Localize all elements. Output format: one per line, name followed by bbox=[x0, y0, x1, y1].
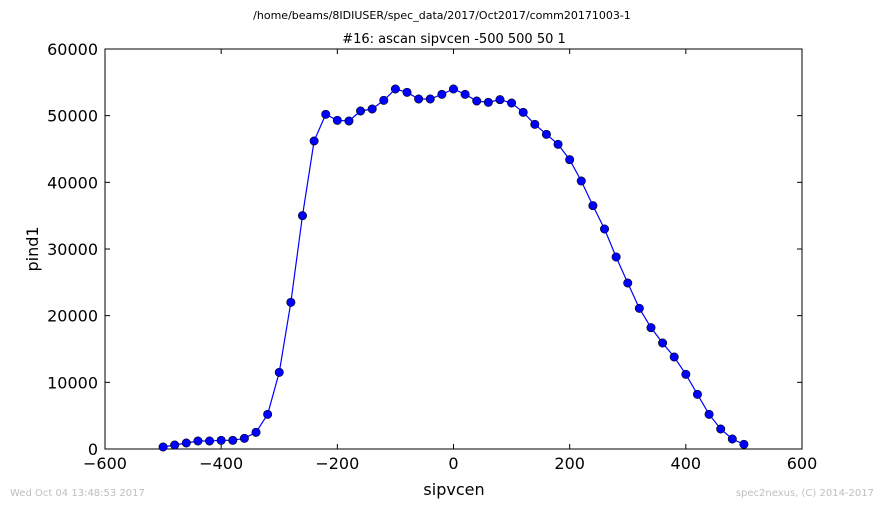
data-point bbox=[216, 435, 226, 445]
data-point bbox=[239, 433, 249, 443]
data-point bbox=[228, 435, 238, 445]
data-point bbox=[692, 389, 702, 399]
data-point bbox=[286, 297, 296, 307]
chart-title: #16: ascan sipvcen -500 500 50 1 bbox=[342, 32, 566, 47]
data-point bbox=[181, 438, 191, 448]
y-tick-label: 20000 bbox=[47, 307, 98, 326]
data-point bbox=[251, 427, 261, 437]
data-point bbox=[739, 439, 749, 449]
data-point bbox=[437, 89, 447, 99]
chart-suptitle: /home/beams/8IDIUSER/spec_data/2017/Oct2… bbox=[253, 9, 631, 22]
series-pind1 bbox=[158, 84, 749, 452]
data-point bbox=[297, 211, 307, 221]
x-axis-ticks: −600 −400 −200 0 200 400 600 bbox=[83, 49, 817, 473]
data-point bbox=[600, 224, 610, 234]
data-point bbox=[553, 139, 563, 149]
data-point bbox=[530, 119, 540, 129]
data-point bbox=[170, 440, 180, 450]
data-point bbox=[541, 129, 551, 139]
axes-frame bbox=[104, 48, 803, 450]
y-axis-ticks: 0 10000 20000 30000 40000 50000 60000 bbox=[47, 40, 802, 459]
data-point bbox=[263, 409, 273, 419]
x-tick-label: −600 bbox=[83, 454, 127, 473]
data-point bbox=[390, 84, 400, 94]
data-point bbox=[518, 107, 528, 117]
y-axis-label: pind1 bbox=[23, 226, 42, 271]
x-tick-label: 600 bbox=[787, 454, 818, 473]
data-point bbox=[681, 369, 691, 379]
footer-credit: spec2nexus, (C) 2014-2017 bbox=[735, 488, 874, 499]
data-point bbox=[356, 106, 366, 116]
plot-area: −600 −400 −200 0 200 400 600 0 10000 20000 30000 4… bbox=[47, 40, 817, 473]
data-point bbox=[344, 116, 354, 126]
data-point bbox=[460, 89, 470, 99]
data-point bbox=[727, 434, 737, 444]
data-point bbox=[425, 94, 435, 104]
data-point bbox=[588, 201, 598, 211]
x-tick-label: −200 bbox=[315, 454, 359, 473]
data-point bbox=[507, 98, 517, 108]
x-tick-label: 400 bbox=[671, 454, 702, 473]
data-point bbox=[193, 436, 203, 446]
data-point bbox=[274, 367, 284, 377]
y-tick-label: 60000 bbox=[47, 40, 98, 59]
data-point bbox=[611, 252, 621, 262]
data-point bbox=[634, 303, 644, 313]
footer-timestamp: Wed Oct 04 13:48:53 2017 bbox=[10, 488, 145, 499]
data-point bbox=[205, 436, 215, 446]
y-tick-label: 50000 bbox=[47, 107, 98, 126]
data-point bbox=[379, 95, 389, 105]
data-point bbox=[669, 352, 679, 362]
data-point bbox=[332, 115, 342, 125]
data-point bbox=[495, 95, 505, 105]
data-point bbox=[658, 338, 668, 348]
x-axis-label: sipvcen bbox=[423, 480, 484, 499]
y-tick-label: 10000 bbox=[47, 373, 98, 392]
data-point bbox=[472, 96, 482, 106]
x-tick-label: 0 bbox=[448, 454, 458, 473]
data-point bbox=[565, 155, 575, 165]
data-point bbox=[309, 136, 319, 146]
data-point bbox=[402, 87, 412, 97]
data-point bbox=[448, 84, 458, 94]
data-point bbox=[158, 442, 168, 452]
data-point bbox=[704, 409, 714, 419]
data-point bbox=[623, 278, 633, 288]
data-point bbox=[321, 109, 331, 119]
data-point bbox=[483, 97, 493, 107]
x-tick-label: 200 bbox=[554, 454, 585, 473]
y-tick-label: 0 bbox=[88, 440, 98, 459]
y-tick-label: 40000 bbox=[47, 173, 98, 192]
data-point bbox=[367, 104, 377, 114]
data-point bbox=[414, 94, 424, 104]
y-tick-label: 30000 bbox=[47, 240, 98, 259]
data-point bbox=[646, 323, 656, 333]
data-point bbox=[576, 176, 586, 186]
x-tick-label: −400 bbox=[199, 454, 243, 473]
data-point bbox=[716, 424, 726, 434]
